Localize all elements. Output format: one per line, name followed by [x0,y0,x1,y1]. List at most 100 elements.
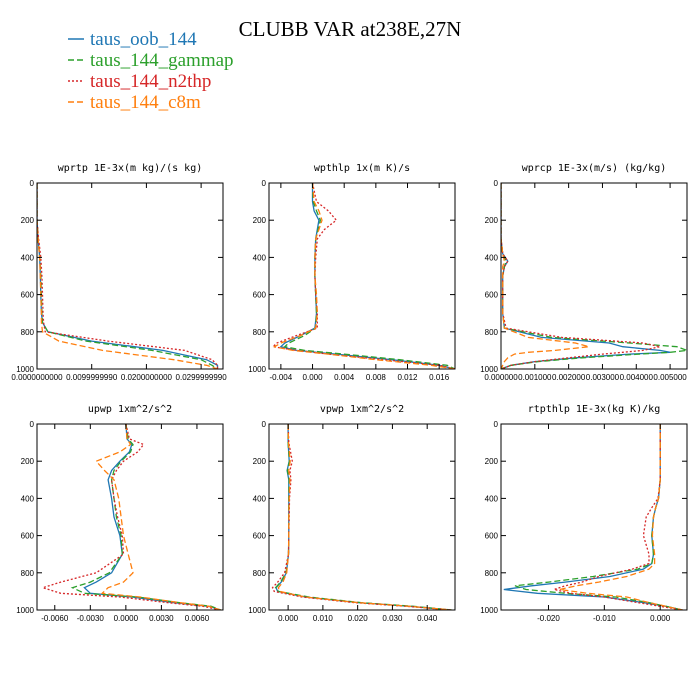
series-line [37,183,219,369]
series-group [271,424,452,610]
x-tick-label: 0.001000 [518,373,552,382]
series-line [501,183,671,369]
y-tick-label: 400 [253,494,267,503]
legend-entry: taus_144_c8m [68,92,201,113]
x-tick-label: 0.000000 [484,373,518,382]
x-tick-label: 0.0200000000 [121,373,173,382]
series-line [274,424,452,610]
series-line [271,183,455,369]
x-tick-label: 0.0060 [185,614,210,623]
y-tick-label: 200 [253,457,267,466]
series-line [37,183,219,369]
y-tick-label: 1000 [16,606,34,615]
series-line [40,424,221,610]
x-tick-label: -0.004 [270,373,293,382]
x-tick-label: 0.000 [650,614,671,623]
y-tick-label: 200 [21,216,35,225]
panel: vpwp 1xm^2/s^2 0 200 400 600 800 1000 0.000 0.01… [248,404,456,623]
legend-entry: taus_oob_144 [68,29,197,50]
x-tick-label: 0.030 [382,614,403,623]
y-tick-label: 800 [253,328,267,337]
legend-entry: taus_144_n2thp [68,71,211,92]
legend-label: taus_oob_144 [90,29,197,50]
y-tick-label: 1000 [480,606,498,615]
series-line [70,424,221,610]
y-tick-label: 400 [485,494,499,503]
panel-title: upwp 1xm^2/s^2 [88,404,172,415]
x-tick-label: 0.000 [303,373,324,382]
series-group [271,183,455,369]
series-group [40,424,221,610]
x-tick-label: 0.002000 [552,373,586,382]
figure-title: CLUBB VAR at238E,27N [239,17,462,41]
series-line [503,424,683,610]
y-tick-label: 400 [485,253,499,262]
series-line [275,424,452,610]
plot-frame [268,182,456,370]
y-tick-label: 0 [262,420,267,429]
plot-frame [36,423,224,611]
y-tick-label: 200 [21,457,35,466]
y-tick-label: 200 [485,216,499,225]
x-tick-label: 0.008 [366,373,387,382]
x-tick-label: -0.010 [593,614,616,623]
y-tick-label: 200 [485,457,499,466]
series-line [37,183,218,369]
y-tick-label: 600 [253,532,267,541]
series-line [272,183,455,369]
y-tick-label: 0 [494,420,499,429]
series-group [503,424,683,610]
x-tick-label: 0.003000 [586,373,620,382]
series-line [501,183,661,369]
panels: wprtp 1E-3x(m kg)/(s kg) 0 200 400 600 800 100… [11,163,688,623]
series-line [283,183,455,369]
x-tick-label: 0.0000 [114,614,139,623]
panel: wprtp 1E-3x(m kg)/(s kg) 0 200 400 600 800 100… [11,163,227,382]
y-tick-label: 600 [21,532,35,541]
y-tick-label: 0 [494,179,499,188]
series-line [37,183,218,369]
x-tick-label: -0.0030 [77,614,105,623]
x-tick-label: 0.004 [334,373,355,382]
legend: taus_oob_144taus_144_gammaptaus_144_n2th… [68,29,234,113]
legend-entry: taus_144_gammap [68,50,234,71]
panel-title: vpwp 1xm^2/s^2 [320,404,404,415]
y-tick-label: 0 [262,179,267,188]
x-tick-label: 0.0000000000 [11,373,63,382]
legend-label: taus_144_c8m [90,92,201,113]
series-line [551,424,683,610]
x-tick-label: 0.040 [417,614,438,623]
y-tick-label: 0 [30,420,35,429]
plot-frame [268,423,456,611]
legend-label: taus_144_n2thp [90,71,211,92]
plot-frame [500,182,688,370]
panel-title: wprtp 1E-3x(m kg)/(s kg) [58,163,203,174]
series-line [501,183,590,369]
x-tick-label: 0.016 [429,373,450,382]
y-tick-label: 400 [253,253,267,262]
legend-label: taus_144_gammap [90,50,234,71]
y-tick-label: 800 [485,328,499,337]
y-tick-label: 400 [21,253,35,262]
y-tick-label: 600 [253,291,267,300]
y-tick-label: 600 [21,291,35,300]
x-tick-label: 0.010 [313,614,334,623]
y-tick-label: 1000 [248,365,266,374]
series-line [559,424,683,610]
x-tick-label: 0.0299999990 [176,373,228,382]
x-tick-label: 0.012 [397,373,418,382]
x-tick-label: -0.0060 [41,614,69,623]
panel: wprcp 1E-3x(m/s) (kg/kg) 0 200 400 600 800 100… [480,163,688,382]
panel-title: rtpthlp 1E-3x(kg K)/kg [528,404,660,415]
y-tick-label: 200 [253,216,267,225]
panel: wpthlp 1x(m K)/s 0 200 400 600 800 1000 -0.004 0… [248,163,456,382]
panel: upwp 1xm^2/s^2 0 200 400 600 800 1000 -0.0060 -0… [16,404,224,623]
x-tick-label: 0.004000 [620,373,654,382]
series-line [271,424,452,610]
x-tick-label: 0.0099999990 [66,373,118,382]
x-tick-label: 0.0030 [149,614,174,623]
y-tick-label: 800 [21,569,35,578]
x-tick-label: 0.000 [278,614,299,623]
y-tick-label: 1000 [248,606,266,615]
x-tick-label: 0.005000 [653,373,687,382]
